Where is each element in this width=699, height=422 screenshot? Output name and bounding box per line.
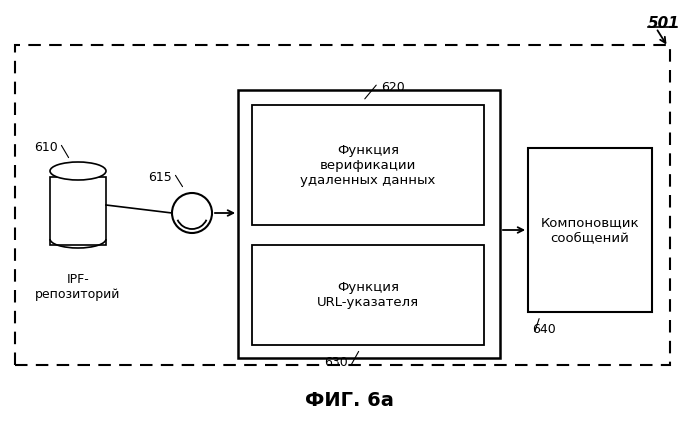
Text: ФИГ. 6а: ФИГ. 6а	[305, 390, 394, 409]
Circle shape	[172, 193, 212, 233]
Text: 615: 615	[148, 171, 172, 184]
Text: IPF-
репозиторий: IPF- репозиторий	[36, 273, 121, 301]
Text: 501: 501	[648, 16, 680, 31]
Text: Функция
верификации
удаленных данных: Функция верификации удаленных данных	[301, 143, 435, 187]
FancyBboxPatch shape	[528, 148, 652, 312]
Text: 630: 630	[324, 356, 348, 369]
Text: 610: 610	[34, 141, 58, 154]
FancyBboxPatch shape	[252, 245, 484, 345]
FancyBboxPatch shape	[50, 177, 106, 245]
Text: Функция
URL-указателя: Функция URL-указателя	[317, 281, 419, 309]
Ellipse shape	[50, 162, 106, 180]
Text: Компоновщик
сообщений: Компоновщик сообщений	[541, 216, 640, 244]
FancyBboxPatch shape	[252, 105, 484, 225]
Text: 620: 620	[381, 81, 405, 94]
Text: 640: 640	[532, 323, 556, 336]
